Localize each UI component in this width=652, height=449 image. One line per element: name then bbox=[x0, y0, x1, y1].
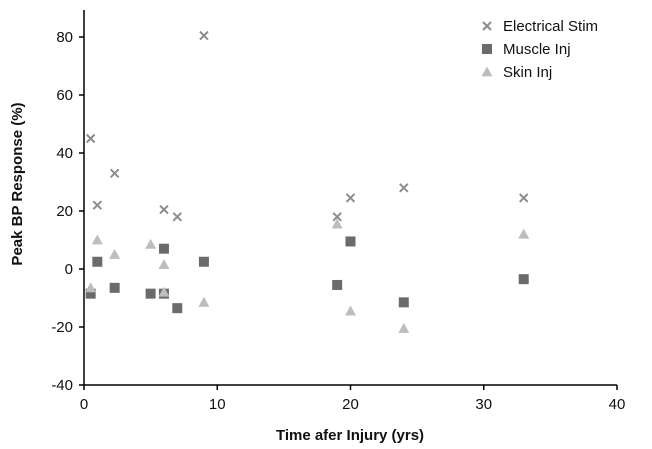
data-point bbox=[159, 204, 169, 215]
data-point bbox=[85, 282, 97, 293]
data-point bbox=[85, 288, 96, 299]
data-point bbox=[519, 193, 529, 203]
legend-label: Electrical Stim bbox=[503, 18, 598, 35]
legend-item: Skin Inj bbox=[481, 64, 552, 81]
data-point bbox=[172, 212, 182, 222]
data-point bbox=[199, 30, 209, 41]
series-square bbox=[85, 236, 529, 314]
data-point bbox=[198, 256, 209, 267]
x-tick-label: 40 bbox=[609, 396, 626, 413]
data-point bbox=[92, 256, 103, 267]
data-point bbox=[145, 288, 156, 299]
data-point bbox=[518, 228, 530, 239]
legend-label: Muscle Inj bbox=[503, 41, 571, 58]
series-x bbox=[85, 30, 529, 222]
y-tick-label: 40 bbox=[56, 145, 73, 162]
legend-marker bbox=[482, 21, 492, 31]
data-point bbox=[398, 297, 409, 308]
data-point bbox=[331, 218, 343, 229]
data-point bbox=[91, 234, 103, 245]
data-point bbox=[172, 303, 183, 314]
x-axis-title: Time afer Injury (yrs) bbox=[276, 427, 424, 444]
x-tick-label: 10 bbox=[209, 396, 226, 413]
data-point bbox=[158, 259, 170, 270]
data-point bbox=[398, 322, 410, 333]
y-tick-label: -40 bbox=[51, 377, 73, 394]
legend-item: Muscle Inj bbox=[482, 41, 571, 58]
data-point bbox=[145, 238, 157, 249]
data-point bbox=[332, 212, 342, 222]
data-point bbox=[518, 274, 529, 285]
legend-marker bbox=[481, 66, 493, 77]
y-ticks: -40 -20 0 20 40 60 80 bbox=[51, 29, 84, 394]
data-point bbox=[92, 200, 103, 210]
data-points bbox=[85, 30, 530, 333]
y-tick-label: 0 bbox=[65, 261, 73, 278]
data-point bbox=[332, 279, 343, 290]
data-point bbox=[345, 305, 356, 316]
data-point bbox=[198, 296, 210, 307]
legend-marker bbox=[482, 44, 492, 54]
data-point bbox=[158, 243, 169, 254]
data-point bbox=[345, 236, 356, 247]
x-tick-label: 30 bbox=[475, 396, 492, 413]
series-triangle bbox=[85, 218, 530, 333]
y-tick-label: 60 bbox=[56, 87, 73, 104]
legend-item: Electrical Stim bbox=[482, 18, 598, 35]
data-point bbox=[158, 286, 170, 297]
legend-label: Skin Inj bbox=[503, 64, 552, 81]
x-tick-label: 20 bbox=[342, 396, 359, 413]
x-tick-label: 0 bbox=[80, 396, 88, 413]
legend: Electrical Stim Muscle Inj Skin Inj bbox=[481, 18, 598, 81]
y-axis-title: Peak BP Response (%) bbox=[9, 102, 26, 265]
data-point bbox=[109, 168, 120, 179]
data-point bbox=[109, 282, 120, 293]
data-point bbox=[345, 193, 356, 203]
data-point bbox=[85, 133, 96, 144]
y-tick-label: 80 bbox=[56, 29, 73, 46]
y-tick-label: -20 bbox=[51, 319, 73, 336]
x-ticks: 0 10 20 30 40 bbox=[80, 385, 626, 413]
data-point bbox=[109, 249, 121, 259]
data-point bbox=[399, 183, 409, 193]
y-tick-label: 20 bbox=[56, 203, 73, 220]
